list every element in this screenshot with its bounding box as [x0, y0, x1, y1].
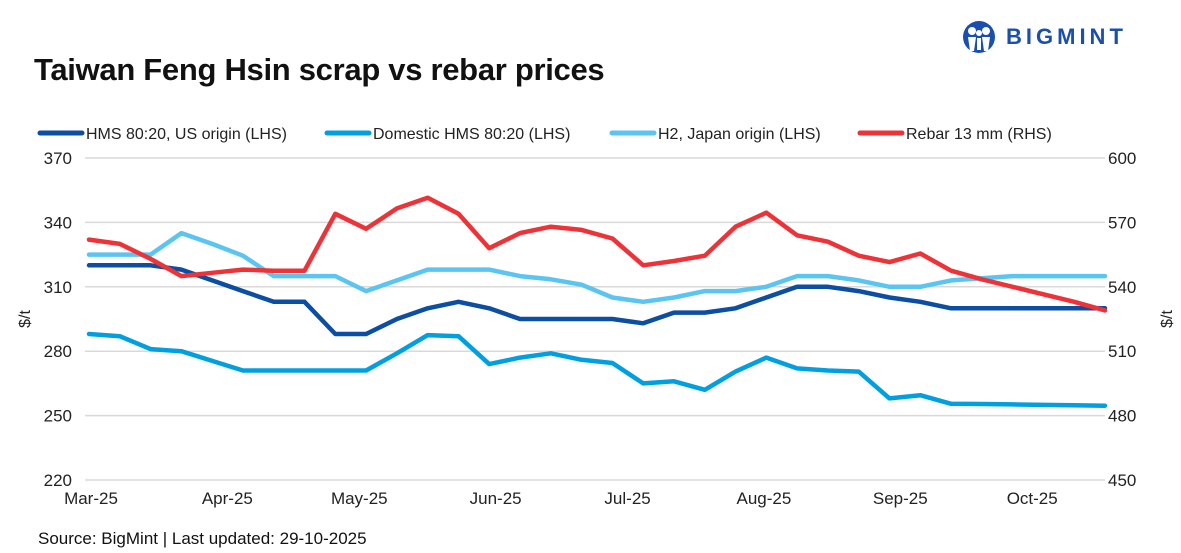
left-axis: 220 250 280 310 340 370 — [44, 149, 72, 490]
legend-label: HMS 80:20, US origin (LHS) — [86, 126, 287, 143]
right-axis-label: $/t — [1159, 310, 1176, 328]
left-axis-label: $/t — [17, 310, 34, 328]
right-tick-label: 450 — [1108, 471, 1136, 490]
series-line-0 — [86, 263, 1108, 337]
legend: HMS 80:20, US origin (LHS) Domestic HMS 8… — [37, 126, 1052, 143]
right-axis: 450 480 510 540 570 600 — [1108, 149, 1136, 490]
left-tick-label: 220 — [44, 471, 72, 490]
series-line-2 — [86, 230, 1108, 305]
x-tick-label: Jun-25 — [470, 489, 522, 508]
right-tick-label: 570 — [1108, 213, 1136, 232]
x-tick-label: Sep-25 — [873, 489, 928, 508]
source-note: Source: BigMint | Last updated: 29-10-20… — [38, 529, 367, 548]
left-tick-label: 370 — [44, 149, 72, 168]
left-tick-label: 250 — [44, 407, 72, 426]
x-tick-label: Oct-25 — [1007, 489, 1058, 508]
x-tick-label: Jul-25 — [604, 489, 650, 508]
left-tick-label: 310 — [44, 278, 72, 297]
left-tick-label: 280 — [44, 342, 72, 361]
x-tick-label: May-25 — [331, 489, 388, 508]
legend-label: Domestic HMS 80:20 (LHS) — [373, 126, 570, 143]
legend-label: H2, Japan origin (LHS) — [658, 126, 821, 143]
bigmint-logo: BIGMINT — [960, 20, 1127, 54]
right-tick-label: 540 — [1108, 278, 1136, 297]
x-tick-label: Apr-25 — [202, 489, 253, 508]
series-line-1 — [86, 331, 1108, 408]
logo-icon — [963, 21, 995, 53]
x-tick-label: Mar-25 — [64, 489, 118, 508]
right-tick-label: 600 — [1108, 149, 1136, 168]
series-lines — [86, 195, 1108, 408]
chart-title: Taiwan Feng Hsin scrap vs rebar prices — [34, 52, 605, 87]
legend-label: Rebar 13 mm (RHS) — [906, 126, 1052, 143]
left-tick-label: 340 — [44, 213, 72, 232]
logo-text: BIGMINT — [1006, 24, 1127, 49]
right-tick-label: 480 — [1108, 407, 1136, 426]
x-axis: Mar-25 Apr-25 May-25 Jun-25 Jul-25 Aug-25 Sep-… — [64, 489, 1058, 508]
x-tick-label: Aug-25 — [737, 489, 792, 508]
right-tick-label: 510 — [1108, 342, 1136, 361]
gridlines — [85, 157, 1105, 481]
series-line-3 — [86, 195, 1108, 313]
